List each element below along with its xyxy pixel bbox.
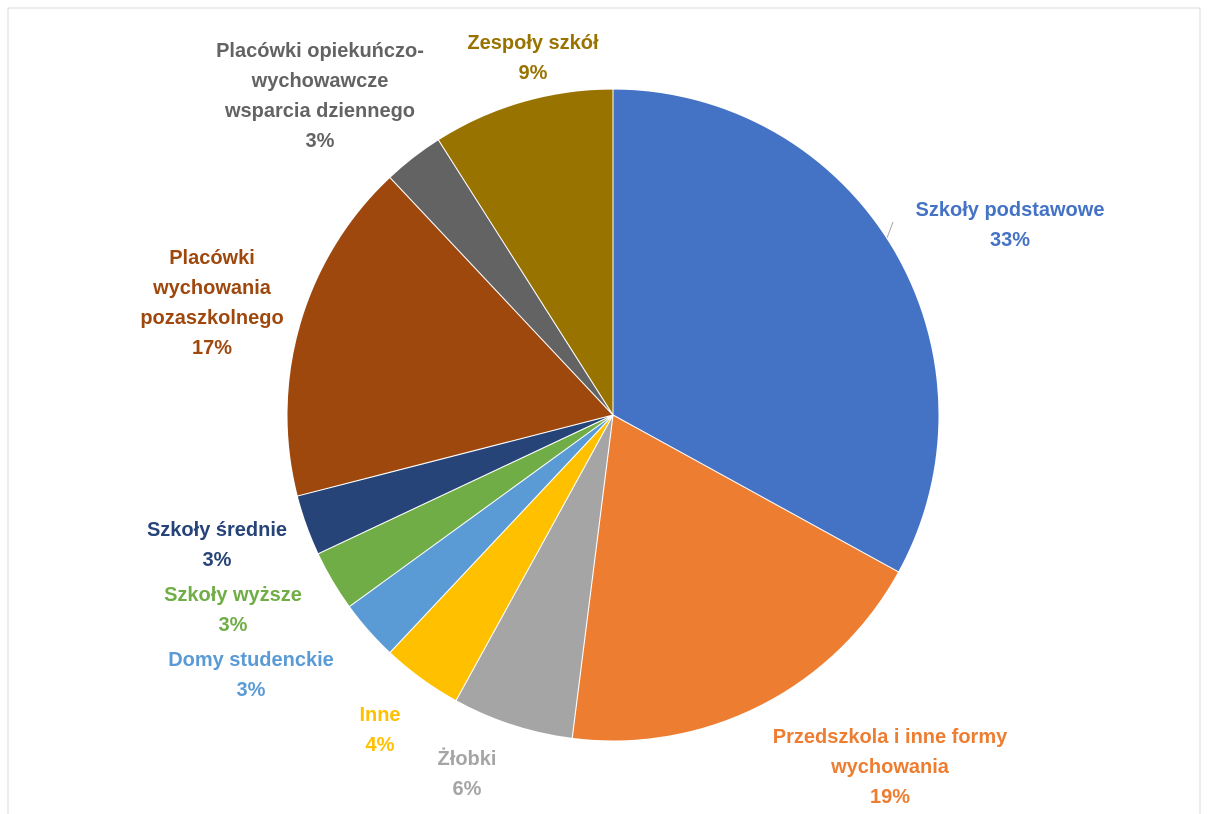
value-label: 17% [191, 337, 233, 359]
pie-slice [437, 88, 614, 417]
slice-label: Szkoły średnie 3% [117, 515, 317, 575]
value-label: 6% [452, 778, 482, 800]
leader-line [886, 221, 894, 239]
value-label: 3% [218, 614, 248, 636]
pie-slice [455, 414, 614, 739]
slice-label: Szkoły podstawowe 33% [870, 195, 1150, 255]
slice-label: Żłobki 6% [407, 744, 527, 804]
slice-label: Placówki opiekuńczo-wychowawcze wsparcia… [215, 36, 425, 156]
category-label: Placówki opiekuńczo-wychowawcze wsparcia… [216, 40, 424, 122]
slice-label: Zespoły szkół 9% [433, 28, 633, 88]
category-label: Placówki wychowania pozaszkolnego [140, 247, 284, 329]
value-label: 3% [202, 549, 232, 571]
category-label: Szkoły podstawowe [915, 199, 1105, 221]
value-label: 4% [365, 734, 395, 756]
value-label: 19% [869, 786, 911, 808]
category-label: Inne [359, 704, 401, 726]
category-label: Żłobki [437, 748, 497, 770]
pie-slice [286, 176, 614, 497]
pie-slice [571, 414, 900, 742]
slice-label: Placówki wychowania pozaszkolnego 17% [122, 243, 302, 363]
category-label: Szkoły średnie [146, 519, 288, 541]
slice-label: Inne 4% [330, 700, 430, 760]
category-label: Domy studenckie [168, 649, 334, 671]
slice-label: Domy studenckie 3% [141, 645, 361, 705]
slice-label: Przedszkola i inne formy wychowania 19% [770, 722, 1010, 812]
pie-slice [612, 88, 940, 573]
value-label: 3% [236, 679, 266, 701]
frame [7, 7, 1201, 814]
value-label: 33% [989, 229, 1031, 251]
value-label: 3% [305, 130, 335, 152]
value-label: 9% [518, 62, 548, 84]
category-label: Zespoły szkół [467, 32, 599, 54]
category-label: Szkoły wyższe [164, 584, 302, 606]
slice-label: Szkoły wyższe 3% [133, 580, 333, 640]
category-label: Przedszkola i inne formy wychowania [772, 726, 1008, 778]
